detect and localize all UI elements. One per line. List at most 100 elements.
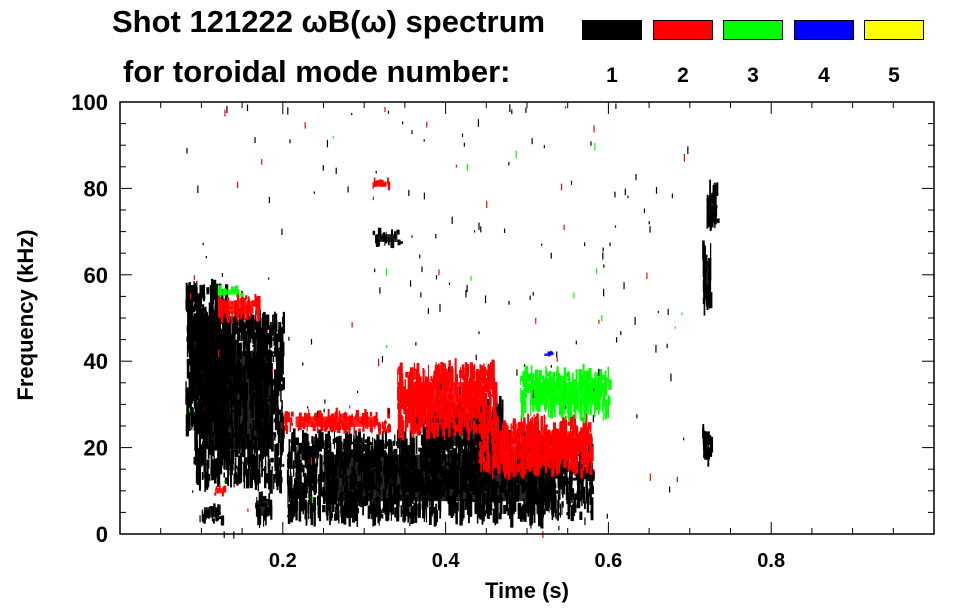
spectral-pixel xyxy=(406,513,408,517)
spectral-pixel xyxy=(195,382,200,400)
spectral-pixel xyxy=(218,473,221,486)
speckle xyxy=(420,292,422,298)
spectral-pixel xyxy=(515,457,517,477)
spectral-pixel xyxy=(376,495,378,508)
spectral-pixel xyxy=(264,327,266,343)
speckle xyxy=(322,165,324,171)
spectral-pixel xyxy=(409,430,412,450)
spectral-pixel xyxy=(461,444,464,453)
spectral-pixel xyxy=(221,444,225,460)
spectral-pixel xyxy=(201,354,204,360)
spectral-pixel xyxy=(426,495,429,508)
spectral-feature xyxy=(372,227,404,249)
spectral-pixel xyxy=(488,429,491,432)
spectral-pixel xyxy=(234,285,239,293)
spectral-pixel xyxy=(202,294,206,300)
spectral-pixel xyxy=(471,369,473,391)
spectral-pixel xyxy=(286,470,289,485)
spectral-pixel xyxy=(198,382,202,388)
spectral-pixel xyxy=(231,334,233,349)
spectral-pixel xyxy=(298,442,303,454)
spectral-pixel xyxy=(293,460,295,477)
spectral-pixel xyxy=(219,484,221,489)
spectral-pixel xyxy=(401,444,405,464)
spectral-pixel xyxy=(194,288,197,293)
spectral-pixel xyxy=(569,471,573,475)
spectral-pixel xyxy=(295,437,299,446)
spectral-pixel xyxy=(582,496,586,504)
spectral-pixel xyxy=(437,445,440,458)
spectral-pixel xyxy=(590,422,592,433)
spectral-pixel xyxy=(557,472,560,489)
spectral-pixel xyxy=(279,458,282,478)
spectral-pixel xyxy=(348,438,352,445)
spectral-pixel xyxy=(397,498,400,519)
spectral-pixel xyxy=(566,512,570,516)
spectral-pixel xyxy=(186,389,190,413)
spectral-pixel xyxy=(578,488,581,498)
spectral-pixel xyxy=(430,376,433,381)
spectral-pixel xyxy=(201,387,204,400)
spectral-pixel xyxy=(511,493,515,515)
spectral-pixel xyxy=(202,412,205,427)
spectral-feature xyxy=(217,290,261,325)
spectral-pixel xyxy=(545,464,548,474)
spectral-pixel xyxy=(481,367,483,374)
spectral-pixel xyxy=(496,501,499,524)
spectral-pixel xyxy=(344,491,348,513)
spectral-pixel xyxy=(217,290,221,296)
spectral-feature xyxy=(544,350,554,357)
spectral-pixel xyxy=(372,503,375,527)
spectral-pixel xyxy=(382,425,385,434)
spectral-pixel xyxy=(524,390,527,414)
spectral-pixel xyxy=(218,315,221,324)
spectral-pixel xyxy=(433,506,437,527)
spectral-pixel xyxy=(220,454,223,475)
spectral-pixel xyxy=(529,399,532,417)
spectral-pixel xyxy=(557,457,561,465)
spectral-pixel xyxy=(549,350,552,356)
spectral-pixel xyxy=(298,412,302,420)
spectral-pixel xyxy=(245,468,250,489)
spectral-pixel xyxy=(225,314,228,318)
spectral-pixel xyxy=(481,505,483,513)
spectral-pixel xyxy=(308,504,310,520)
spectral-pixel xyxy=(558,483,561,500)
spectral-pixel xyxy=(188,327,191,338)
spectral-pixel xyxy=(311,485,314,491)
spectral-pixel xyxy=(384,428,389,431)
spectral-pixel xyxy=(399,241,404,244)
spectral-pixel xyxy=(243,307,246,321)
spectral-pixel xyxy=(505,462,510,472)
spectral-pixel xyxy=(710,209,712,230)
spectral-pixel xyxy=(521,390,524,404)
spectral-pixel xyxy=(335,511,340,521)
spectral-pixel xyxy=(450,367,454,391)
spectral-pixel xyxy=(585,370,589,391)
spectral-pixel xyxy=(324,422,328,432)
spectral-pixel xyxy=(438,447,442,465)
spectral-pixel xyxy=(194,388,197,411)
spectral-pixel xyxy=(429,508,433,514)
spectral-pixel xyxy=(343,505,347,525)
spectral-pixel xyxy=(448,496,452,516)
spectral-pixel xyxy=(589,433,592,451)
spectral-pixel xyxy=(492,458,494,480)
spectral-pixel xyxy=(528,455,530,471)
spectral-pixel xyxy=(200,382,204,385)
spectral-pixel xyxy=(302,432,306,448)
spectral-pixel xyxy=(577,483,580,505)
spectral-pixel xyxy=(340,509,342,518)
spectral-pixel xyxy=(531,504,533,525)
spectral-pixel xyxy=(248,463,251,472)
spectral-pixel xyxy=(213,518,215,524)
spectral-pixel xyxy=(214,312,216,326)
speckle xyxy=(272,368,274,374)
spectral-pixel xyxy=(322,505,326,513)
spectral-pixel xyxy=(218,516,222,520)
spectral-pixel xyxy=(529,375,532,381)
spectral-pixel xyxy=(353,434,355,445)
spectral-pixel xyxy=(524,366,529,383)
spectral-pixel xyxy=(209,326,212,337)
spectral-pixel xyxy=(498,512,502,520)
